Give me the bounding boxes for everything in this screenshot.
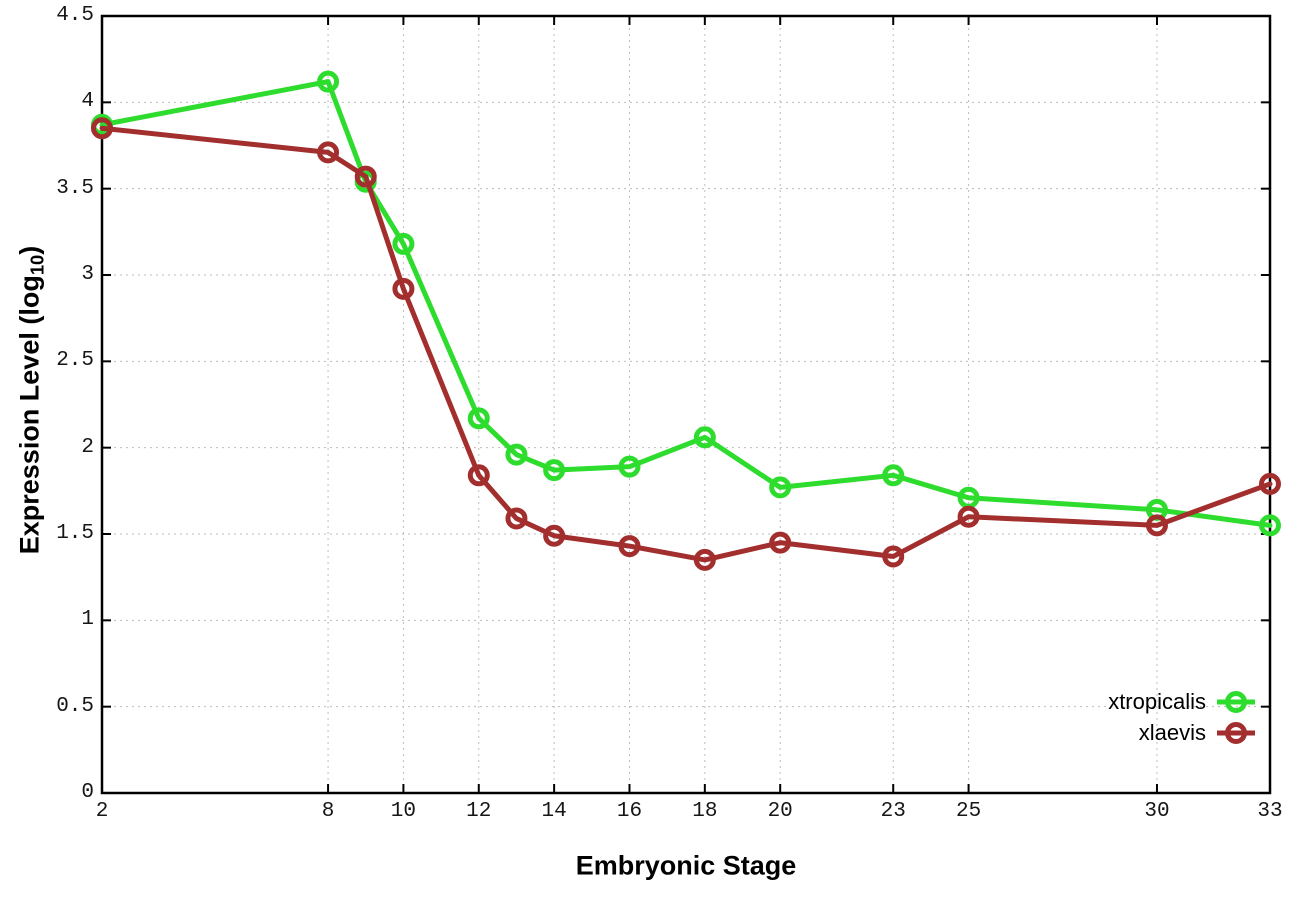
- y-tick-label: 4.5: [56, 4, 94, 28]
- x-tick-label: 33: [1257, 800, 1283, 823]
- legend-item-xtropicalis: xtropicalis: [1108, 687, 1256, 717]
- x-tick-label: 23: [880, 800, 906, 823]
- y-tick-label: 2.5: [56, 349, 94, 373]
- data-point-xtropicalis: [882, 464, 905, 487]
- data-point-xlaevis: [769, 531, 792, 554]
- y-tick-label: 1: [81, 608, 94, 632]
- legend-marker-xtropicalis: [1217, 691, 1255, 713]
- data-point-xtropicalis: [467, 407, 490, 430]
- y-tick-label: 4: [81, 90, 94, 114]
- y-tick-label: 0: [81, 781, 94, 805]
- data-point-xlaevis: [91, 117, 113, 140]
- y-axis-label-text: Expression Level (log: [14, 275, 45, 555]
- x-tick-label: 30: [1144, 800, 1170, 823]
- x-tick-label: 20: [767, 800, 793, 823]
- plot-border: [100, 14, 1272, 795]
- data-point-xlaevis: [618, 535, 641, 558]
- legend-marker-xlaevis: [1217, 722, 1255, 744]
- data-point-xlaevis: [882, 545, 905, 568]
- data-point-xlaevis: [354, 165, 377, 188]
- x-tick-label: 14: [541, 800, 567, 823]
- y-tick-label: 3: [81, 263, 94, 287]
- series-line-xlaevis: [99, 125, 1273, 563]
- data-point-xlaevis: [317, 141, 340, 164]
- x-tick-label: 16: [616, 800, 643, 823]
- data-point-xtropicalis: [543, 459, 566, 482]
- data-point-xlaevis: [1259, 472, 1281, 495]
- data-point-xlaevis: [392, 277, 415, 300]
- y-tick-label: 1.5: [56, 522, 94, 546]
- x-tick-label: 25: [955, 800, 982, 823]
- data-point-xtropicalis: [1259, 514, 1281, 537]
- data-point-xtropicalis: [693, 426, 716, 449]
- data-point-xtropicalis: [505, 443, 528, 466]
- legend-item-xlaevis: xlaevis: [1139, 718, 1256, 748]
- x-axis-label: Embryonic Stage: [575, 850, 797, 881]
- y-axis-label: Expression Level (log10): [14, 246, 48, 555]
- y-tick-label: 0.5: [56, 694, 94, 718]
- data-point-xlaevis: [1145, 514, 1168, 537]
- y-tick-label: 3.5: [56, 176, 94, 200]
- legend: xtropicalis xlaevis: [1108, 687, 1256, 748]
- data-point-xlaevis: [505, 507, 528, 530]
- legend-label-xlaevis: xlaevis: [1138, 720, 1206, 745]
- data-point-xtropicalis: [769, 476, 792, 499]
- x-tick-label: 2: [95, 800, 109, 823]
- data-point-xtropicalis: [317, 70, 340, 93]
- x-tick-label: 10: [390, 800, 417, 823]
- data-point-xlaevis: [957, 505, 980, 528]
- data-point-xlaevis: [467, 464, 490, 487]
- data-point-xtropicalis: [618, 455, 641, 478]
- legend-label-xtropicalis: xtropicalis: [1108, 689, 1206, 714]
- x-tick-label: 12: [466, 800, 492, 823]
- data-point-xtropicalis: [392, 232, 415, 255]
- data-point-xlaevis: [543, 524, 566, 547]
- x-tick-label: 8: [321, 800, 335, 823]
- x-tick-label: 18: [692, 800, 718, 823]
- y-tick-label: 2: [81, 435, 94, 459]
- data-point-xlaevis: [693, 548, 716, 571]
